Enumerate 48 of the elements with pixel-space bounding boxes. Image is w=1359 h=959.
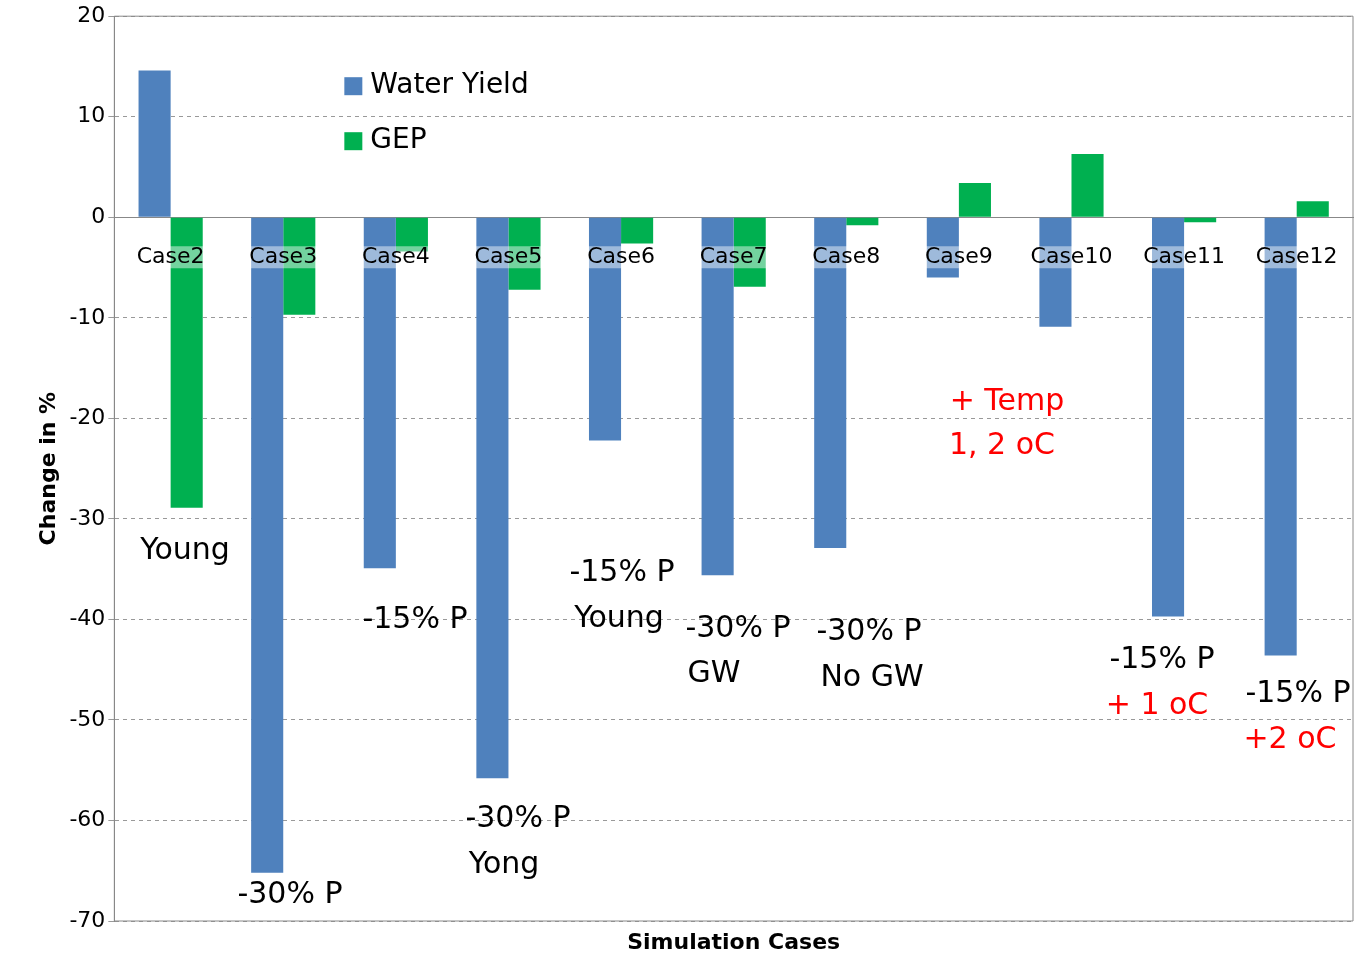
x-tick-label: Case3 (249, 242, 318, 268)
legend-label: GEP (370, 122, 427, 156)
bar (1071, 153, 1104, 217)
x-tick-label: Case4 (361, 242, 430, 268)
x-tick-label: Case8 (812, 242, 881, 268)
annotation: GW (687, 653, 741, 689)
y-tick-label: -60 (69, 806, 106, 832)
annotation: -30% P (685, 608, 791, 644)
legend-label: Water Yield (370, 67, 529, 101)
y-tick-label: -10 (69, 303, 106, 329)
bar (846, 217, 879, 226)
y-tick-label: -20 (69, 404, 106, 430)
x-tick-label: Case10 (1030, 242, 1113, 268)
annotation: Yong (467, 844, 540, 880)
x-tick-label: Case9 (924, 242, 993, 268)
y-tick-label: -50 (69, 705, 106, 731)
y-axis-title: Change in % (34, 391, 60, 546)
x-tick-label: Case5 (474, 242, 543, 268)
annotation: Young (139, 530, 230, 566)
bar (1296, 201, 1329, 217)
annotation: + Temp (949, 381, 1065, 417)
x-tick-label: Case7 (699, 242, 768, 268)
annotation: +2 oC (1243, 719, 1337, 755)
x-tick-label: Case11 (1143, 242, 1226, 268)
x-axis-title: Simulation Cases (627, 928, 841, 954)
x-tick-label: Case2 (136, 242, 205, 268)
annotation: -15% P (362, 599, 468, 635)
y-tick-label: -40 (69, 605, 106, 631)
y-tick-label: -30 (69, 504, 106, 530)
y-tick-label: 20 (77, 1, 106, 27)
annotation: -30% P (465, 798, 571, 834)
x-tick-label: Case12 (1255, 242, 1338, 268)
x-tick-label: Case6 (587, 242, 655, 268)
y-tick-label: 0 (91, 202, 106, 228)
annotation: Young (573, 598, 664, 634)
annotation: -30% P (816, 611, 922, 647)
bar (138, 70, 171, 217)
annotation: 1, 2 oC (948, 425, 1056, 461)
y-tick-label: -70 (69, 906, 106, 932)
annotation: -15% P (1245, 673, 1351, 709)
annotation: -15% P (1109, 639, 1215, 675)
bar (958, 183, 991, 217)
annotation: -30% P (237, 874, 343, 910)
annotation: -15% P (569, 552, 675, 588)
annotation: No GW (820, 657, 924, 693)
annotation: + 1 oC (1105, 685, 1209, 721)
y-tick-label: 10 (77, 102, 106, 128)
bar (621, 217, 654, 244)
